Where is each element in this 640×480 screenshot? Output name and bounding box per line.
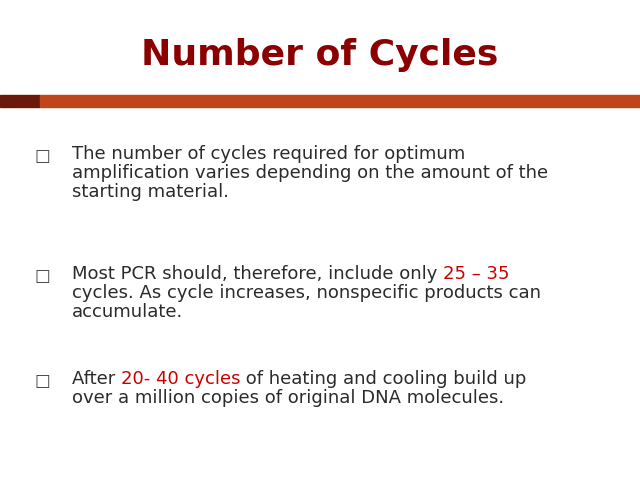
Text: □: □ — [34, 147, 50, 165]
Text: Most PCR should, therefore, include only: Most PCR should, therefore, include only — [72, 265, 443, 283]
Text: over a million copies of original DNA molecules.: over a million copies of original DNA mo… — [72, 389, 504, 407]
Text: starting material.: starting material. — [72, 183, 229, 201]
Text: The number of cycles required for optimum: The number of cycles required for optimu… — [72, 145, 465, 163]
Text: □: □ — [34, 372, 50, 390]
Text: After: After — [72, 370, 121, 388]
Text: Number of Cycles: Number of Cycles — [141, 38, 499, 72]
Text: 20- 40 cycles: 20- 40 cycles — [121, 370, 241, 388]
Text: accumulate.: accumulate. — [72, 303, 183, 321]
Text: □: □ — [34, 267, 50, 285]
Text: of heating and cooling build up: of heating and cooling build up — [241, 370, 527, 388]
Text: 25 – 35: 25 – 35 — [443, 265, 509, 283]
Bar — [40, 95, 640, 107]
Text: cycles. As cycle increases, nonspecific products can: cycles. As cycle increases, nonspecific … — [72, 284, 541, 302]
Text: amplification varies depending on the amount of the: amplification varies depending on the am… — [72, 164, 548, 182]
Bar — [0, 95, 40, 107]
